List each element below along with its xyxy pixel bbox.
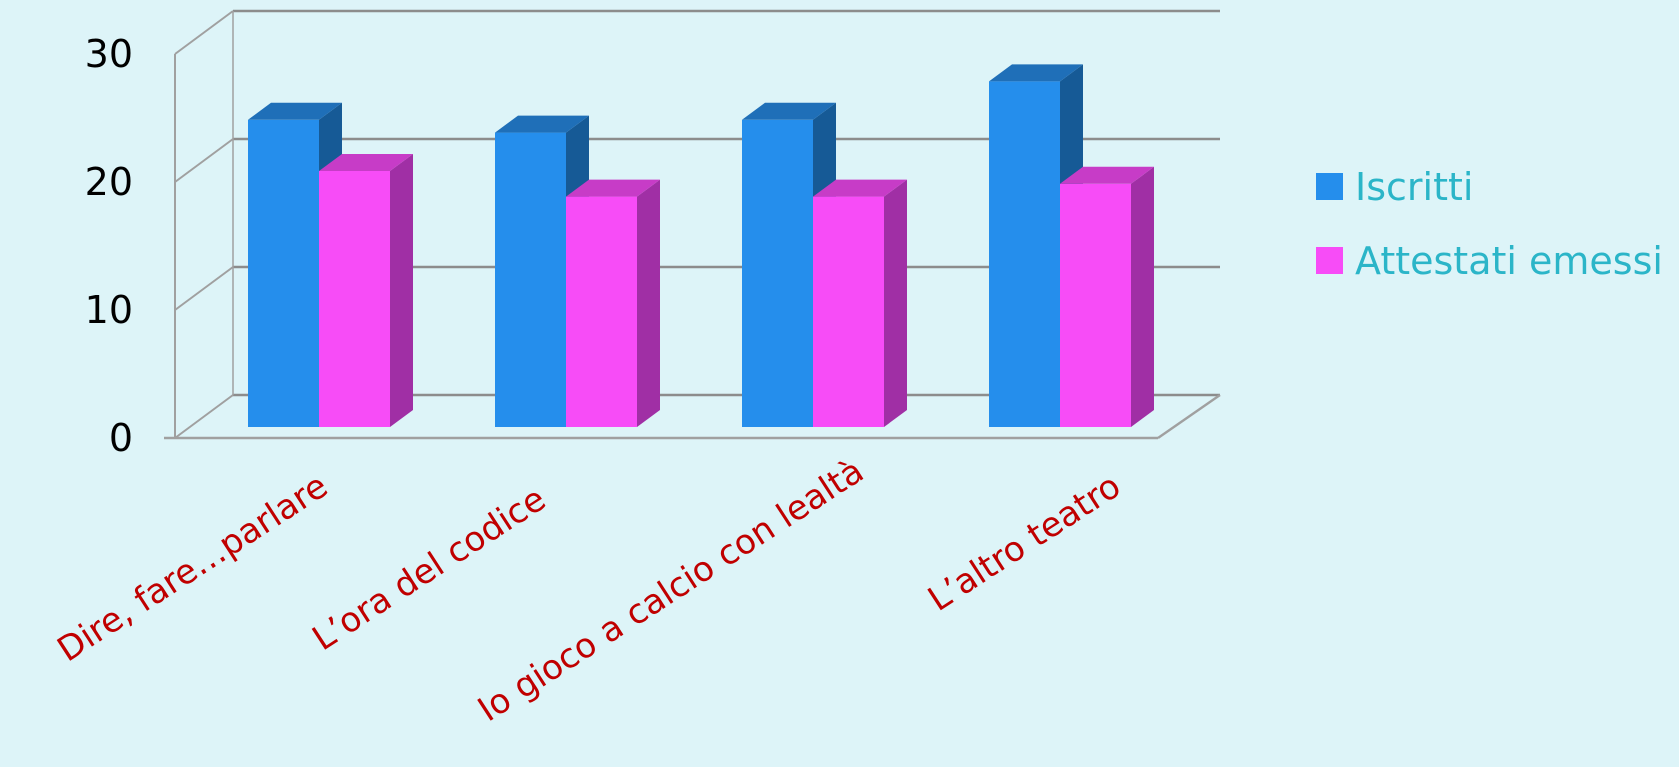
y-tick-label: 10 [85,288,133,332]
bar-top [248,102,342,120]
bar [813,196,884,427]
legend-label: Iscritti [1355,165,1473,209]
bar-top [742,102,836,120]
y-tick-label: 0 [109,416,133,460]
bar [566,196,637,427]
x-tick-label: L’altro teatro [921,466,1128,620]
y-tick-label: 30 [85,32,133,76]
bar-side [1131,166,1154,428]
bar [248,119,319,428]
bar [319,171,390,427]
bar-top [566,179,660,197]
legend-label: Attestati emessi [1355,239,1663,283]
bar-side [637,179,660,427]
x-tick-label: Dire, fare…parlare [50,466,334,670]
bar [989,81,1060,428]
bar-top [989,64,1083,82]
bar-top [813,179,907,197]
gridline-side [174,138,234,183]
bar-top [319,154,413,171]
gridline-side [174,266,234,311]
bar [742,119,813,428]
bar-side [390,154,413,427]
gridline-side [174,10,234,55]
bar-top [495,115,589,133]
gridline-side [174,394,234,439]
bar-top [1060,166,1154,184]
x-tick-label: L’ora del codice [305,479,552,659]
legend-swatch [1316,173,1343,200]
bar [1060,183,1131,427]
bar [495,132,566,427]
x-axis-depth [1157,394,1221,439]
y-tick-label: 20 [85,160,133,204]
legend-swatch [1316,247,1343,274]
bar-side [884,179,907,427]
